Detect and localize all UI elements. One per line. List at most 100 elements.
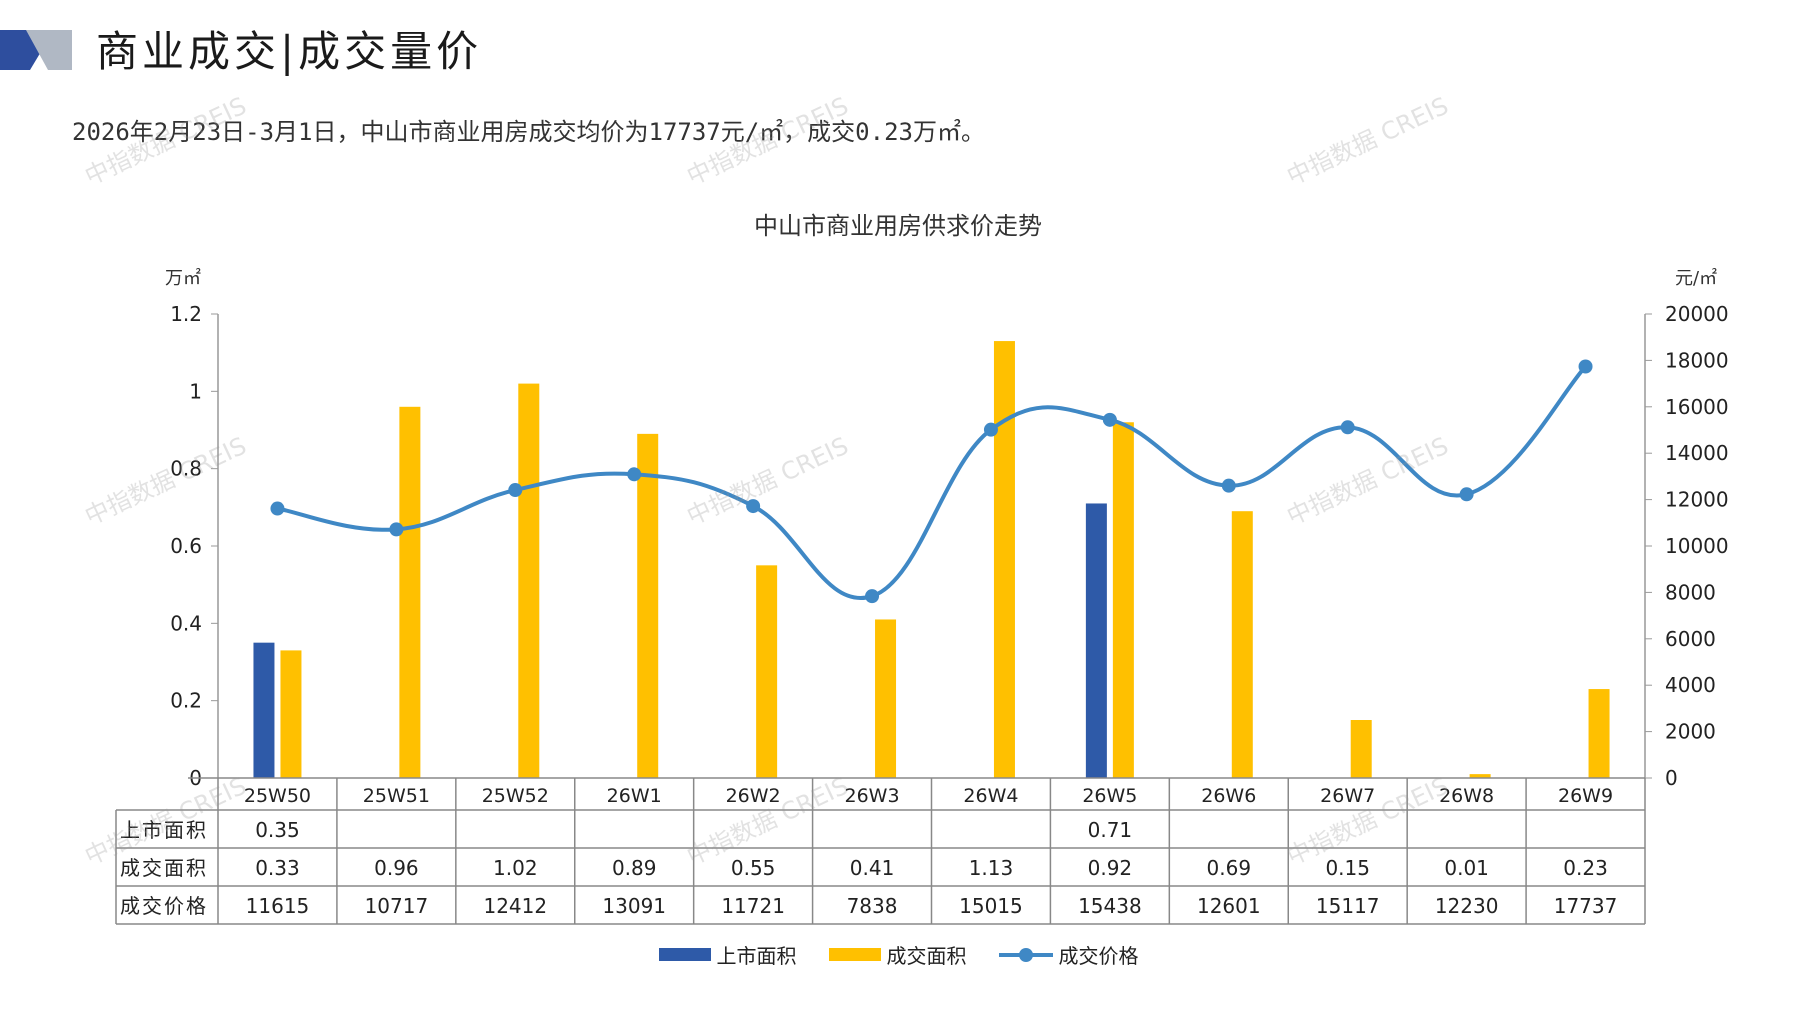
left-axis-tick: 1 — [189, 379, 202, 403]
price-point-26W1 — [627, 467, 642, 482]
legend-item-deal: 成交面积 — [828, 940, 967, 969]
price-point-25W52 — [508, 483, 523, 498]
summary-text: 2026年2月23日-3月1日，中山市商业用房成交均价为17737元/㎡，成交0… — [72, 118, 985, 146]
x-tick-25W52: 25W52 — [482, 785, 549, 807]
left-axis-tick: 0.4 — [170, 611, 202, 635]
right-axis-tick: 0 — [1665, 766, 1678, 790]
price-point-26W9 — [1578, 359, 1593, 374]
table-cell: 10717 — [365, 894, 429, 918]
table-cell: 0.55 — [731, 856, 776, 880]
bar-deal-26W1 — [637, 433, 659, 778]
brand-logo — [0, 30, 72, 70]
right-axis-tick: 12000 — [1665, 488, 1729, 512]
price-point-25W50 — [270, 501, 285, 516]
bar-deal-25W51 — [399, 406, 421, 778]
table-cell: 15015 — [959, 894, 1023, 918]
right-axis-tick: 4000 — [1665, 673, 1716, 697]
right-axis-tick: 6000 — [1665, 627, 1716, 651]
table-row-header: 成交面积 — [120, 856, 208, 880]
x-tick-26W3: 26W3 — [845, 785, 900, 807]
logo-light-shape — [26, 30, 72, 70]
bar-deal-25W50 — [280, 650, 302, 778]
table-row-header: 上市面积 — [120, 818, 208, 842]
right-axis-tick: 20000 — [1665, 302, 1729, 326]
left-axis-unit: 万㎡ — [165, 267, 201, 289]
right-axis-unit: 元/㎡ — [1675, 267, 1717, 289]
table-cell: 12412 — [483, 894, 547, 918]
legend-swatch-supply — [658, 948, 711, 961]
x-tick-26W2: 26W2 — [726, 785, 781, 807]
legend-swatch-deal — [828, 948, 881, 961]
price-point-26W2 — [746, 499, 761, 514]
bar-deal-26W4 — [993, 341, 1015, 778]
table-row-header: 成交价格 — [120, 894, 208, 918]
table-cell: 1.13 — [969, 856, 1014, 880]
x-tick-26W6: 26W6 — [1201, 785, 1256, 807]
table-cell: 0.41 — [850, 856, 895, 880]
bar-deal-26W2 — [756, 565, 778, 778]
left-axis-tick: 0.6 — [170, 534, 202, 558]
price-point-26W6 — [1221, 478, 1236, 493]
x-tick-26W5: 26W5 — [1082, 785, 1137, 807]
legend-label-supply: 上市面积 — [716, 944, 797, 968]
price-point-25W51 — [389, 522, 404, 537]
x-tick-25W50: 25W50 — [244, 785, 311, 807]
legend-swatch-price — [998, 947, 1053, 963]
price-point-26W3 — [865, 589, 880, 604]
table-cell: 0.15 — [1325, 856, 1370, 880]
table-cell: 15117 — [1316, 894, 1380, 918]
table-cell: 1.02 — [493, 856, 538, 880]
right-axis-tick: 18000 — [1665, 348, 1729, 372]
legend-item-price: 成交价格 — [998, 940, 1139, 969]
bar-deal-26W7 — [1350, 720, 1372, 778]
table-cell: 12230 — [1435, 894, 1499, 918]
bar-deal-26W9 — [1588, 689, 1610, 778]
bar-deal-26W3 — [875, 619, 897, 778]
x-tick-26W4: 26W4 — [963, 785, 1018, 807]
bar-supply-26W5 — [1085, 503, 1107, 778]
x-tick-26W9: 26W9 — [1558, 785, 1613, 807]
bar-deal-25W52 — [518, 383, 540, 778]
table-cell: 0.92 — [1088, 856, 1133, 880]
table-cell: 0.71 — [1088, 818, 1133, 842]
table-cell: 11721 — [721, 894, 785, 918]
right-axis-tick: 14000 — [1665, 441, 1729, 465]
right-axis-tick: 16000 — [1665, 395, 1729, 419]
bar-deal-26W8 — [1469, 774, 1491, 778]
table-cell: 0.35 — [255, 818, 300, 842]
right-axis-tick: 2000 — [1665, 720, 1716, 744]
price-point-26W4 — [983, 422, 998, 437]
left-axis-tick: 0.8 — [170, 457, 202, 481]
table-cell: 0.33 — [255, 856, 300, 880]
x-tick-25W51: 25W51 — [363, 785, 430, 807]
price-point-26W5 — [1102, 412, 1117, 427]
table-cell: 11615 — [246, 894, 310, 918]
table-cell: 0.23 — [1563, 856, 1608, 880]
right-axis-tick: 8000 — [1665, 580, 1716, 604]
chart-legend: 上市面积 成交面积 成交价格 — [0, 940, 1797, 969]
bar-deal-26W6 — [1231, 511, 1253, 778]
right-axis-tick: 10000 — [1665, 534, 1729, 558]
legend-item-supply: 上市面积 — [658, 940, 797, 969]
x-tick-26W1: 26W1 — [607, 785, 662, 807]
table-cell: 0.96 — [374, 856, 419, 880]
price-point-26W8 — [1459, 487, 1474, 502]
table-cell: 13091 — [602, 894, 666, 918]
chart-title: 中山市商业用房供求价走势 — [754, 212, 1042, 240]
table-cell: 0.69 — [1207, 856, 1252, 880]
left-axis-tick: 1.2 — [170, 302, 202, 326]
x-tick-26W8: 26W8 — [1439, 785, 1494, 807]
table-cell: 7838 — [847, 894, 898, 918]
legend-label-price: 成交价格 — [1058, 944, 1139, 968]
bar-deal-26W5 — [1112, 422, 1134, 778]
legend-label-deal: 成交面积 — [886, 944, 967, 968]
page-title: 商业成交|成交量价 — [96, 27, 483, 76]
table-cell: 15438 — [1078, 894, 1142, 918]
table-cell: 17737 — [1554, 894, 1618, 918]
x-tick-26W7: 26W7 — [1320, 785, 1375, 807]
table-cell: 0.01 — [1444, 856, 1489, 880]
left-axis-tick: 0.2 — [170, 689, 202, 713]
table-cell: 0.89 — [612, 856, 657, 880]
price-point-26W7 — [1340, 420, 1355, 435]
